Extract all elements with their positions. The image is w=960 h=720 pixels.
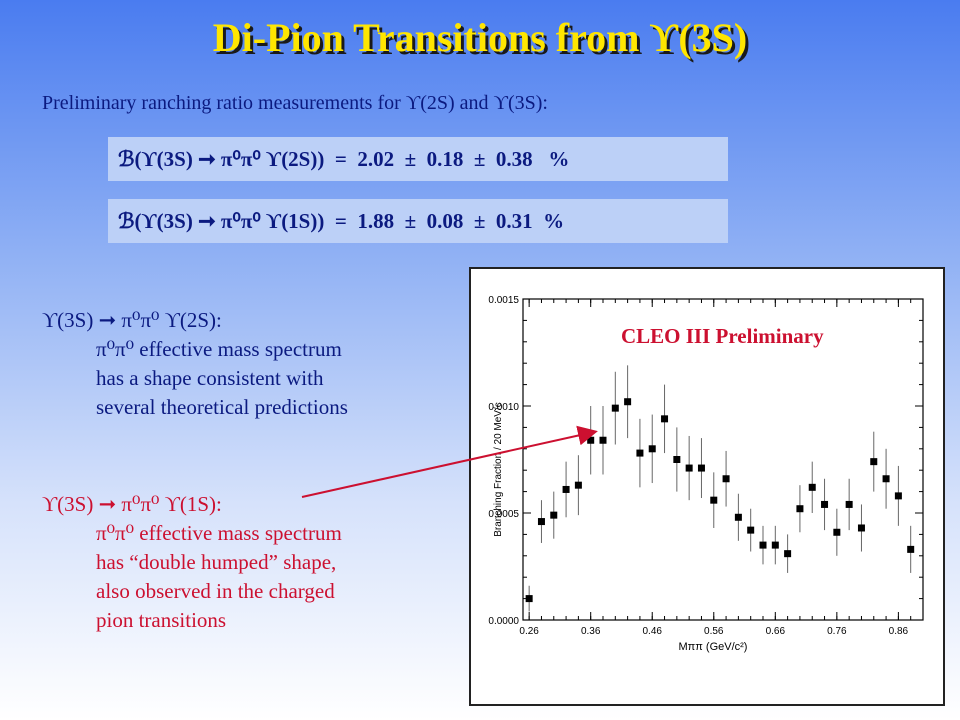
data-point — [821, 500, 829, 508]
data-point — [710, 496, 718, 504]
data-point — [759, 541, 767, 549]
data-point — [747, 526, 755, 534]
y-tick-label: 0.0005 — [488, 509, 519, 520]
data-point — [525, 595, 533, 603]
data-point — [611, 404, 619, 412]
data-point — [685, 464, 693, 472]
x-tick-label: 0.36 — [581, 626, 601, 637]
data-point — [648, 445, 656, 453]
data-point — [673, 456, 681, 463]
formula-2s: ℬ(ϒ(3S) ➞ π⁰π⁰ ϒ(2S)) = 2.02 ± 0.18 ± 0.… — [108, 137, 728, 181]
data-point — [808, 483, 816, 491]
bullet-1s-line: pion transitions — [96, 608, 227, 632]
bullet-2s-line: several theoretical predictions — [96, 395, 348, 419]
data-point — [796, 505, 804, 513]
data-point — [562, 485, 570, 493]
data-point — [894, 492, 902, 500]
formula-1s: ℬ(ϒ(3S) ➞ π⁰π⁰ ϒ(1S)) = 1.88 ± 0.08 ± 0.… — [108, 199, 728, 243]
x-tick-label: 0.66 — [766, 626, 786, 637]
x-tick-label: 0.86 — [889, 626, 909, 637]
data-point — [833, 528, 841, 536]
y-tick-label: 0.0000 — [488, 616, 519, 627]
cleo-annotation: CLEO III Preliminary — [621, 324, 824, 348]
x-axis-label: Mππ (GeV/c²) — [679, 641, 748, 653]
bullet-1s-head: ϒ(3S) ➞ π⁰π⁰ ϒ(1S): — [42, 492, 222, 516]
data-point — [697, 464, 705, 472]
data-point — [574, 481, 582, 489]
slide-title: Di-Pion Transitions from ϒ(3S) — [212, 15, 748, 60]
data-point — [771, 541, 779, 549]
bullet-2s-line: π⁰π⁰ effective mass spectrum — [96, 337, 342, 361]
bullet-1s-line: also observed in the charged — [96, 579, 335, 603]
data-point — [784, 550, 792, 558]
x-tick-label: 0.46 — [642, 626, 662, 637]
bullet-1s-line: π⁰π⁰ effective mass spectrum — [96, 521, 342, 545]
subtitle: Preliminary ranching ratio measurements … — [42, 92, 548, 114]
data-point — [882, 475, 890, 483]
data-point — [636, 449, 644, 457]
bullet-1s: ϒ(3S) ➞ π⁰π⁰ ϒ(1S): π⁰π⁰ effective mass … — [42, 490, 342, 635]
data-point — [624, 398, 632, 406]
x-tick-label: 0.26 — [519, 626, 539, 637]
data-point — [661, 415, 669, 423]
y-tick-label: 0.0010 — [488, 402, 519, 413]
data-point — [907, 545, 915, 553]
data-point — [734, 513, 742, 521]
data-point — [550, 511, 558, 519]
y-axis-label: Branching Fraction / 20 MeV/c — [493, 402, 504, 537]
data-point — [870, 458, 878, 466]
x-tick-label: 0.76 — [827, 626, 847, 637]
bullet-1s-line: has “double humped” shape, — [96, 550, 337, 574]
data-point — [599, 436, 607, 444]
bullet-2s: ϒ(3S) ➞ π⁰π⁰ ϒ(2S): π⁰π⁰ effective mass … — [42, 306, 348, 422]
data-point — [857, 524, 865, 532]
data-point — [845, 500, 853, 508]
data-point — [722, 475, 730, 483]
x-tick-label: 0.56 — [704, 626, 724, 637]
bullet-2s-head: ϒ(3S) ➞ π⁰π⁰ ϒ(2S): — [42, 308, 222, 332]
mass-spectrum-plot: 0.0000 0.0005 0.0010 0.0015 0.26 0.36 0.46 0.56… — [488, 295, 924, 653]
y-tick-label: 0.0015 — [488, 295, 519, 306]
data-point — [537, 518, 545, 526]
bullet-2s-line: has a shape consistent with — [96, 366, 324, 390]
data-point — [587, 436, 595, 444]
